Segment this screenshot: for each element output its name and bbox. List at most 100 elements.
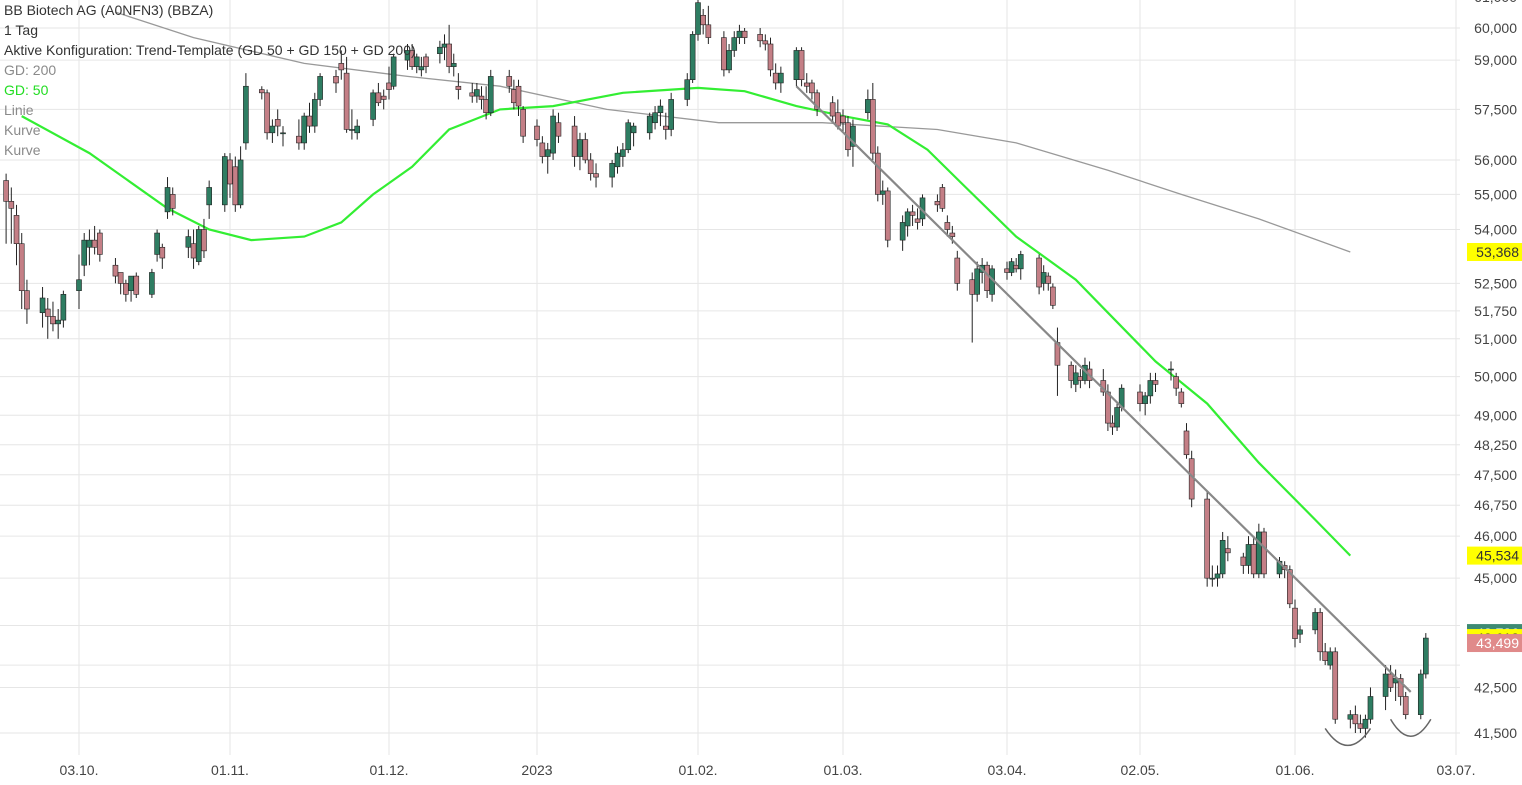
candle [1367,687,1374,724]
gd200-label[interactable]: GD: 200 [4,62,57,78]
candle [169,187,176,216]
annotation-arc[interactable] [1389,718,1432,737]
candle [343,56,350,133]
candle [726,44,732,74]
candle [1013,258,1019,273]
candle [13,204,20,266]
candle [390,53,397,90]
annotation-arc[interactable] [1324,727,1372,746]
config-label[interactable]: Aktive Konfiguration: Trend-Template (GD… [4,42,416,58]
candle [662,112,669,140]
candle [974,261,980,302]
candle [684,73,691,107]
candle [884,187,891,248]
candle [311,92,318,133]
price-marker: 53,368 [1467,243,1522,262]
trendline-path[interactable] [795,85,1412,693]
candle [914,208,921,230]
gd50-label[interactable]: GD: 50 [4,82,49,98]
candle [534,119,540,147]
candle [767,37,774,77]
candle [1054,327,1061,396]
candle [721,31,727,77]
candle [81,233,88,277]
gd200-path [115,11,1351,253]
candle [652,106,658,130]
candle [689,31,696,83]
candle [112,258,119,284]
candle [149,268,155,298]
candle [989,265,995,302]
candle [593,163,599,188]
chart-title[interactable]: BB Biotech AG (A0NFN3) (BBZA) [4,2,214,18]
candle [668,92,674,137]
candle [944,215,951,237]
curve-label-1[interactable]: Kurve [4,122,41,138]
candle [227,153,233,198]
candle [349,109,355,140]
candle [1250,536,1257,579]
candle [899,215,906,251]
candle [1137,384,1143,412]
candle [1362,714,1369,738]
candle [1261,527,1267,579]
candle [296,119,302,150]
candle [1317,608,1323,661]
price-marker-label: 53,368 [1476,244,1519,260]
candle [934,194,941,212]
candle [487,69,494,117]
candle [904,208,911,237]
y-tick-label: 51,750 [1474,303,1517,319]
candle [544,142,551,174]
candle [185,229,192,259]
candle [803,73,810,93]
x-tick-label: 2023 [521,762,552,778]
candle [469,82,476,103]
candle [571,116,578,167]
candle [55,309,61,339]
candle [809,79,815,100]
candle [380,89,387,110]
candle [338,50,345,80]
candle [258,86,265,100]
price-marker: 45,534 [1467,546,1522,565]
line-label[interactable]: Linie [4,102,34,118]
candle [984,261,990,298]
candle [695,0,701,41]
candle [1219,531,1226,579]
price-marker-label: 45,534 [1476,548,1519,564]
candle [195,225,202,266]
candle [159,243,166,269]
gd200-line [115,11,1351,253]
candle [269,119,276,143]
y-tick-label: 48,250 [1474,437,1517,453]
y-tick-label: 52,500 [1474,275,1517,291]
candle [515,79,522,117]
candle [128,275,134,302]
candle [76,254,82,310]
candle [39,287,46,328]
candle [1297,625,1303,643]
candle [8,187,15,244]
candle [441,34,448,61]
interval-label[interactable]: 1 Tag [4,22,38,38]
candle [243,73,249,150]
candle [1004,261,1010,280]
candle [731,31,738,57]
candle [1068,361,1075,389]
curve-label-2[interactable]: Kurve [4,142,41,158]
annotation-arcs[interactable] [1324,718,1432,746]
candle [1072,365,1079,393]
candle [1347,710,1354,729]
candle [1142,392,1148,416]
candle [630,122,637,147]
candle [1332,647,1339,724]
candle [1008,258,1015,277]
candle [44,297,51,339]
candle [879,180,886,205]
trendline[interactable] [795,85,1412,693]
candle [201,218,207,259]
candle [840,109,846,133]
